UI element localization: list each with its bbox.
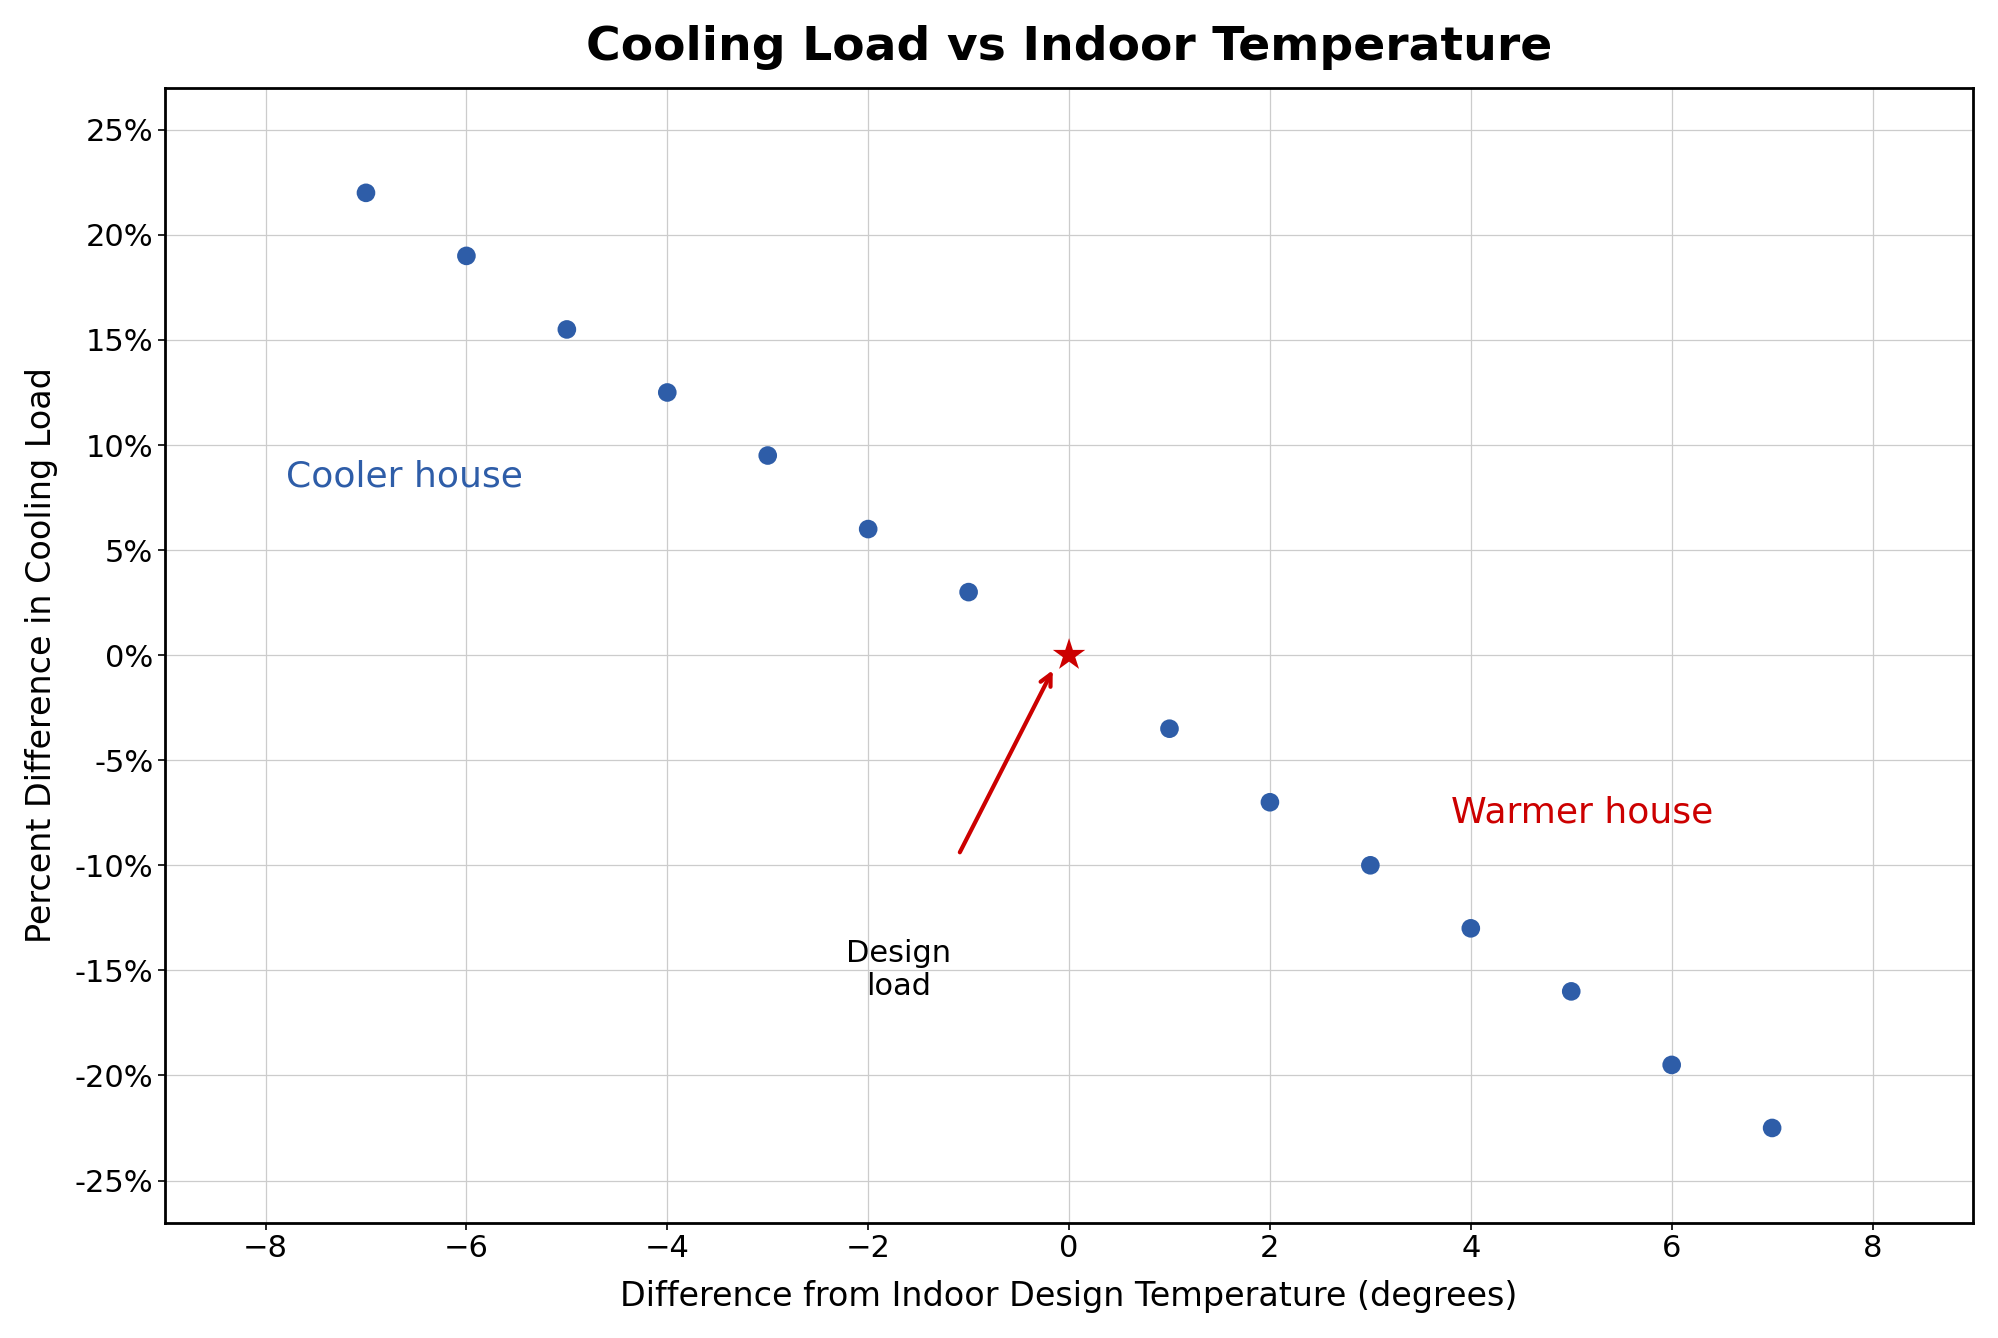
Point [1255,792,1287,814]
Point [1153,719,1185,740]
Point [751,444,783,466]
Title: Cooling Load vs Indoor Temperature: Cooling Load vs Indoor Temperature [585,25,1552,70]
Point [1355,855,1387,876]
Point [651,381,683,403]
X-axis label: Difference from Indoor Design Temperature (degrees): Difference from Indoor Design Temperatur… [619,1280,1518,1313]
Point [953,582,985,603]
Point [1656,1054,1688,1076]
Point [1756,1117,1788,1139]
Point [350,182,382,203]
Y-axis label: Percent Difference in Cooling Load: Percent Difference in Cooling Load [26,367,58,943]
Point [551,318,583,340]
Text: Cooler house: Cooler house [286,459,523,494]
Point [1554,981,1586,1002]
Text: Design
load: Design load [845,939,951,1001]
Point [853,518,885,539]
Point [450,245,482,266]
Point [1455,918,1487,939]
Text: Warmer house: Warmer house [1451,796,1712,830]
Point [1053,645,1085,666]
